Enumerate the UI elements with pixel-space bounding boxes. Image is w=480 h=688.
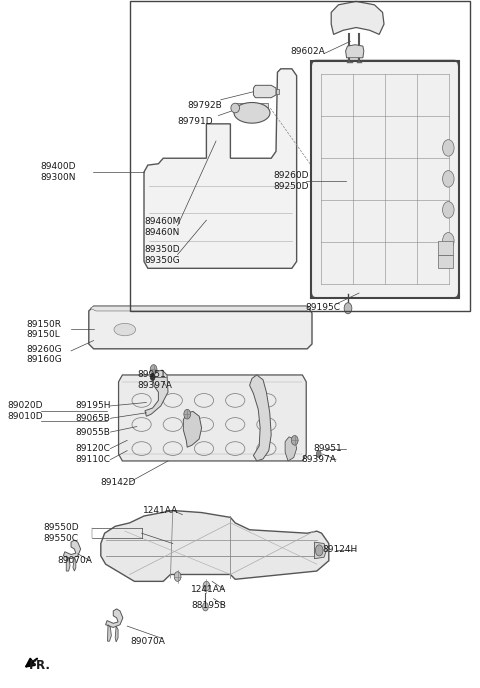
Text: 89951: 89951 (313, 444, 342, 453)
Text: 89195C: 89195C (306, 303, 341, 312)
Circle shape (443, 233, 454, 249)
Circle shape (316, 451, 321, 458)
Polygon shape (115, 626, 118, 642)
Polygon shape (106, 609, 123, 627)
Circle shape (174, 572, 181, 581)
Text: 89460M: 89460M (144, 217, 180, 226)
Bar (438, 241, 453, 255)
Text: 89951: 89951 (137, 370, 166, 380)
Circle shape (291, 436, 298, 445)
Text: 89400D: 89400D (41, 162, 76, 171)
Text: 89250D: 89250D (274, 182, 309, 191)
Polygon shape (285, 437, 297, 461)
Text: 89150L: 89150L (26, 330, 60, 339)
Ellipse shape (231, 103, 240, 113)
Polygon shape (346, 45, 364, 58)
Text: 89300N: 89300N (41, 173, 76, 182)
Circle shape (150, 374, 155, 380)
Circle shape (443, 202, 454, 218)
Bar (130, 1, 470, 311)
Text: 89120C: 89120C (76, 444, 111, 453)
Polygon shape (183, 411, 202, 447)
Text: 88195B: 88195B (191, 601, 226, 610)
Polygon shape (250, 375, 271, 461)
Bar (438, 255, 453, 268)
Polygon shape (89, 306, 312, 349)
Text: 89602A: 89602A (290, 47, 325, 56)
Text: 89350G: 89350G (144, 256, 180, 266)
Ellipse shape (234, 103, 270, 123)
Polygon shape (119, 375, 306, 461)
Text: FR.: FR. (29, 660, 51, 672)
Text: 89124H: 89124H (323, 544, 358, 554)
Text: 89260D: 89260D (274, 171, 309, 180)
Text: 89550D: 89550D (43, 522, 79, 532)
Polygon shape (66, 556, 70, 571)
Polygon shape (90, 306, 310, 311)
Ellipse shape (114, 323, 136, 336)
FancyBboxPatch shape (311, 61, 459, 298)
Polygon shape (63, 540, 81, 559)
Text: 89260G: 89260G (26, 345, 62, 354)
Circle shape (203, 581, 210, 591)
Circle shape (443, 140, 454, 156)
Text: 89791D: 89791D (178, 116, 213, 126)
Text: 89020D: 89020D (7, 401, 43, 411)
Circle shape (315, 545, 323, 556)
Text: 89142D: 89142D (101, 478, 136, 488)
Polygon shape (101, 510, 329, 581)
Polygon shape (235, 103, 268, 113)
Text: 89010D: 89010D (7, 412, 43, 422)
Polygon shape (73, 557, 76, 571)
Polygon shape (144, 69, 297, 268)
Text: 89397A: 89397A (301, 455, 336, 464)
Polygon shape (145, 370, 168, 416)
Text: 89160G: 89160G (26, 355, 62, 365)
Text: 89055B: 89055B (76, 427, 111, 437)
Text: 89460N: 89460N (144, 228, 180, 237)
Circle shape (443, 171, 454, 187)
Text: 89070A: 89070A (58, 556, 93, 566)
Text: 89065B: 89065B (76, 413, 111, 423)
Text: 1241AA: 1241AA (191, 585, 226, 594)
Text: 89150R: 89150R (26, 319, 61, 329)
Circle shape (203, 603, 208, 611)
Text: 89350D: 89350D (144, 245, 180, 255)
Text: 89397A: 89397A (137, 380, 172, 390)
Circle shape (184, 409, 191, 419)
Text: 89550C: 89550C (43, 533, 78, 543)
Text: 89792B: 89792B (187, 100, 222, 110)
Text: 89195H: 89195H (76, 401, 111, 411)
Polygon shape (253, 85, 276, 98)
Polygon shape (314, 542, 326, 559)
Text: 89110C: 89110C (76, 455, 111, 464)
Circle shape (150, 365, 157, 374)
Polygon shape (276, 89, 279, 94)
Polygon shape (331, 1, 384, 34)
Polygon shape (108, 625, 111, 641)
Text: 89070A: 89070A (131, 636, 166, 646)
Text: 1241AA: 1241AA (143, 506, 178, 515)
Circle shape (344, 303, 352, 314)
